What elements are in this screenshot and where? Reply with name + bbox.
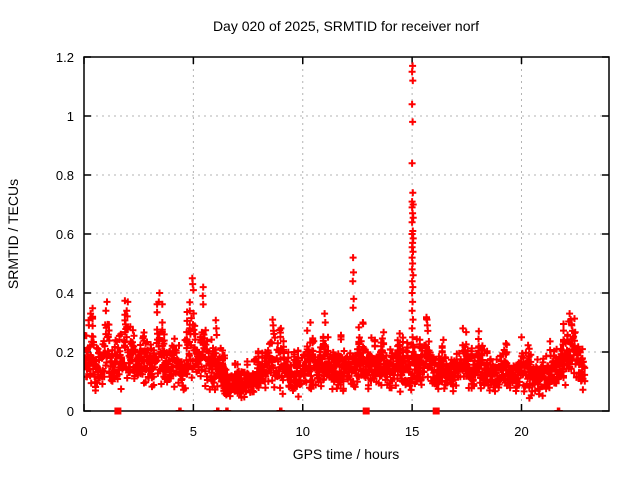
- data-points: [84, 62, 589, 411]
- y-tick-labels: 0 0.2 0.4 0.6 0.8 1 1.2: [56, 50, 74, 419]
- y-tick-label: 1.2: [56, 50, 74, 65]
- y-tick-label: 0: [67, 404, 74, 419]
- x-tick-label: 0: [80, 424, 87, 439]
- x-tick-label: 15: [405, 424, 419, 439]
- y-tick-label: 1: [67, 109, 74, 124]
- gap-marker-square: [362, 407, 370, 415]
- x-axis-label: GPS time / hours: [293, 446, 400, 462]
- x-tick-label: 10: [296, 424, 310, 439]
- x-tick-labels: 0 5 10 15 20: [80, 424, 528, 439]
- y-tick-label: 0.2: [56, 345, 74, 360]
- y-tick-label: 0.4: [56, 286, 74, 301]
- x-tick-label: 5: [190, 424, 197, 439]
- y-tick-label: 0.6: [56, 227, 74, 242]
- scatter-plus-markers: [84, 62, 589, 411]
- gap-marker-squares: [114, 407, 440, 415]
- gap-marker-square: [114, 407, 122, 415]
- y-tick-label: 0.8: [56, 168, 74, 183]
- x-tick-label: 20: [514, 424, 528, 439]
- plot-border: [83, 56, 610, 412]
- y-axis-label: SRMTID / TECUs: [5, 179, 21, 289]
- gridlines: [84, 57, 609, 411]
- chart-title: Day 020 of 2025, SRMTID for receiver nor…: [213, 18, 479, 34]
- gap-marker-square: [432, 407, 440, 415]
